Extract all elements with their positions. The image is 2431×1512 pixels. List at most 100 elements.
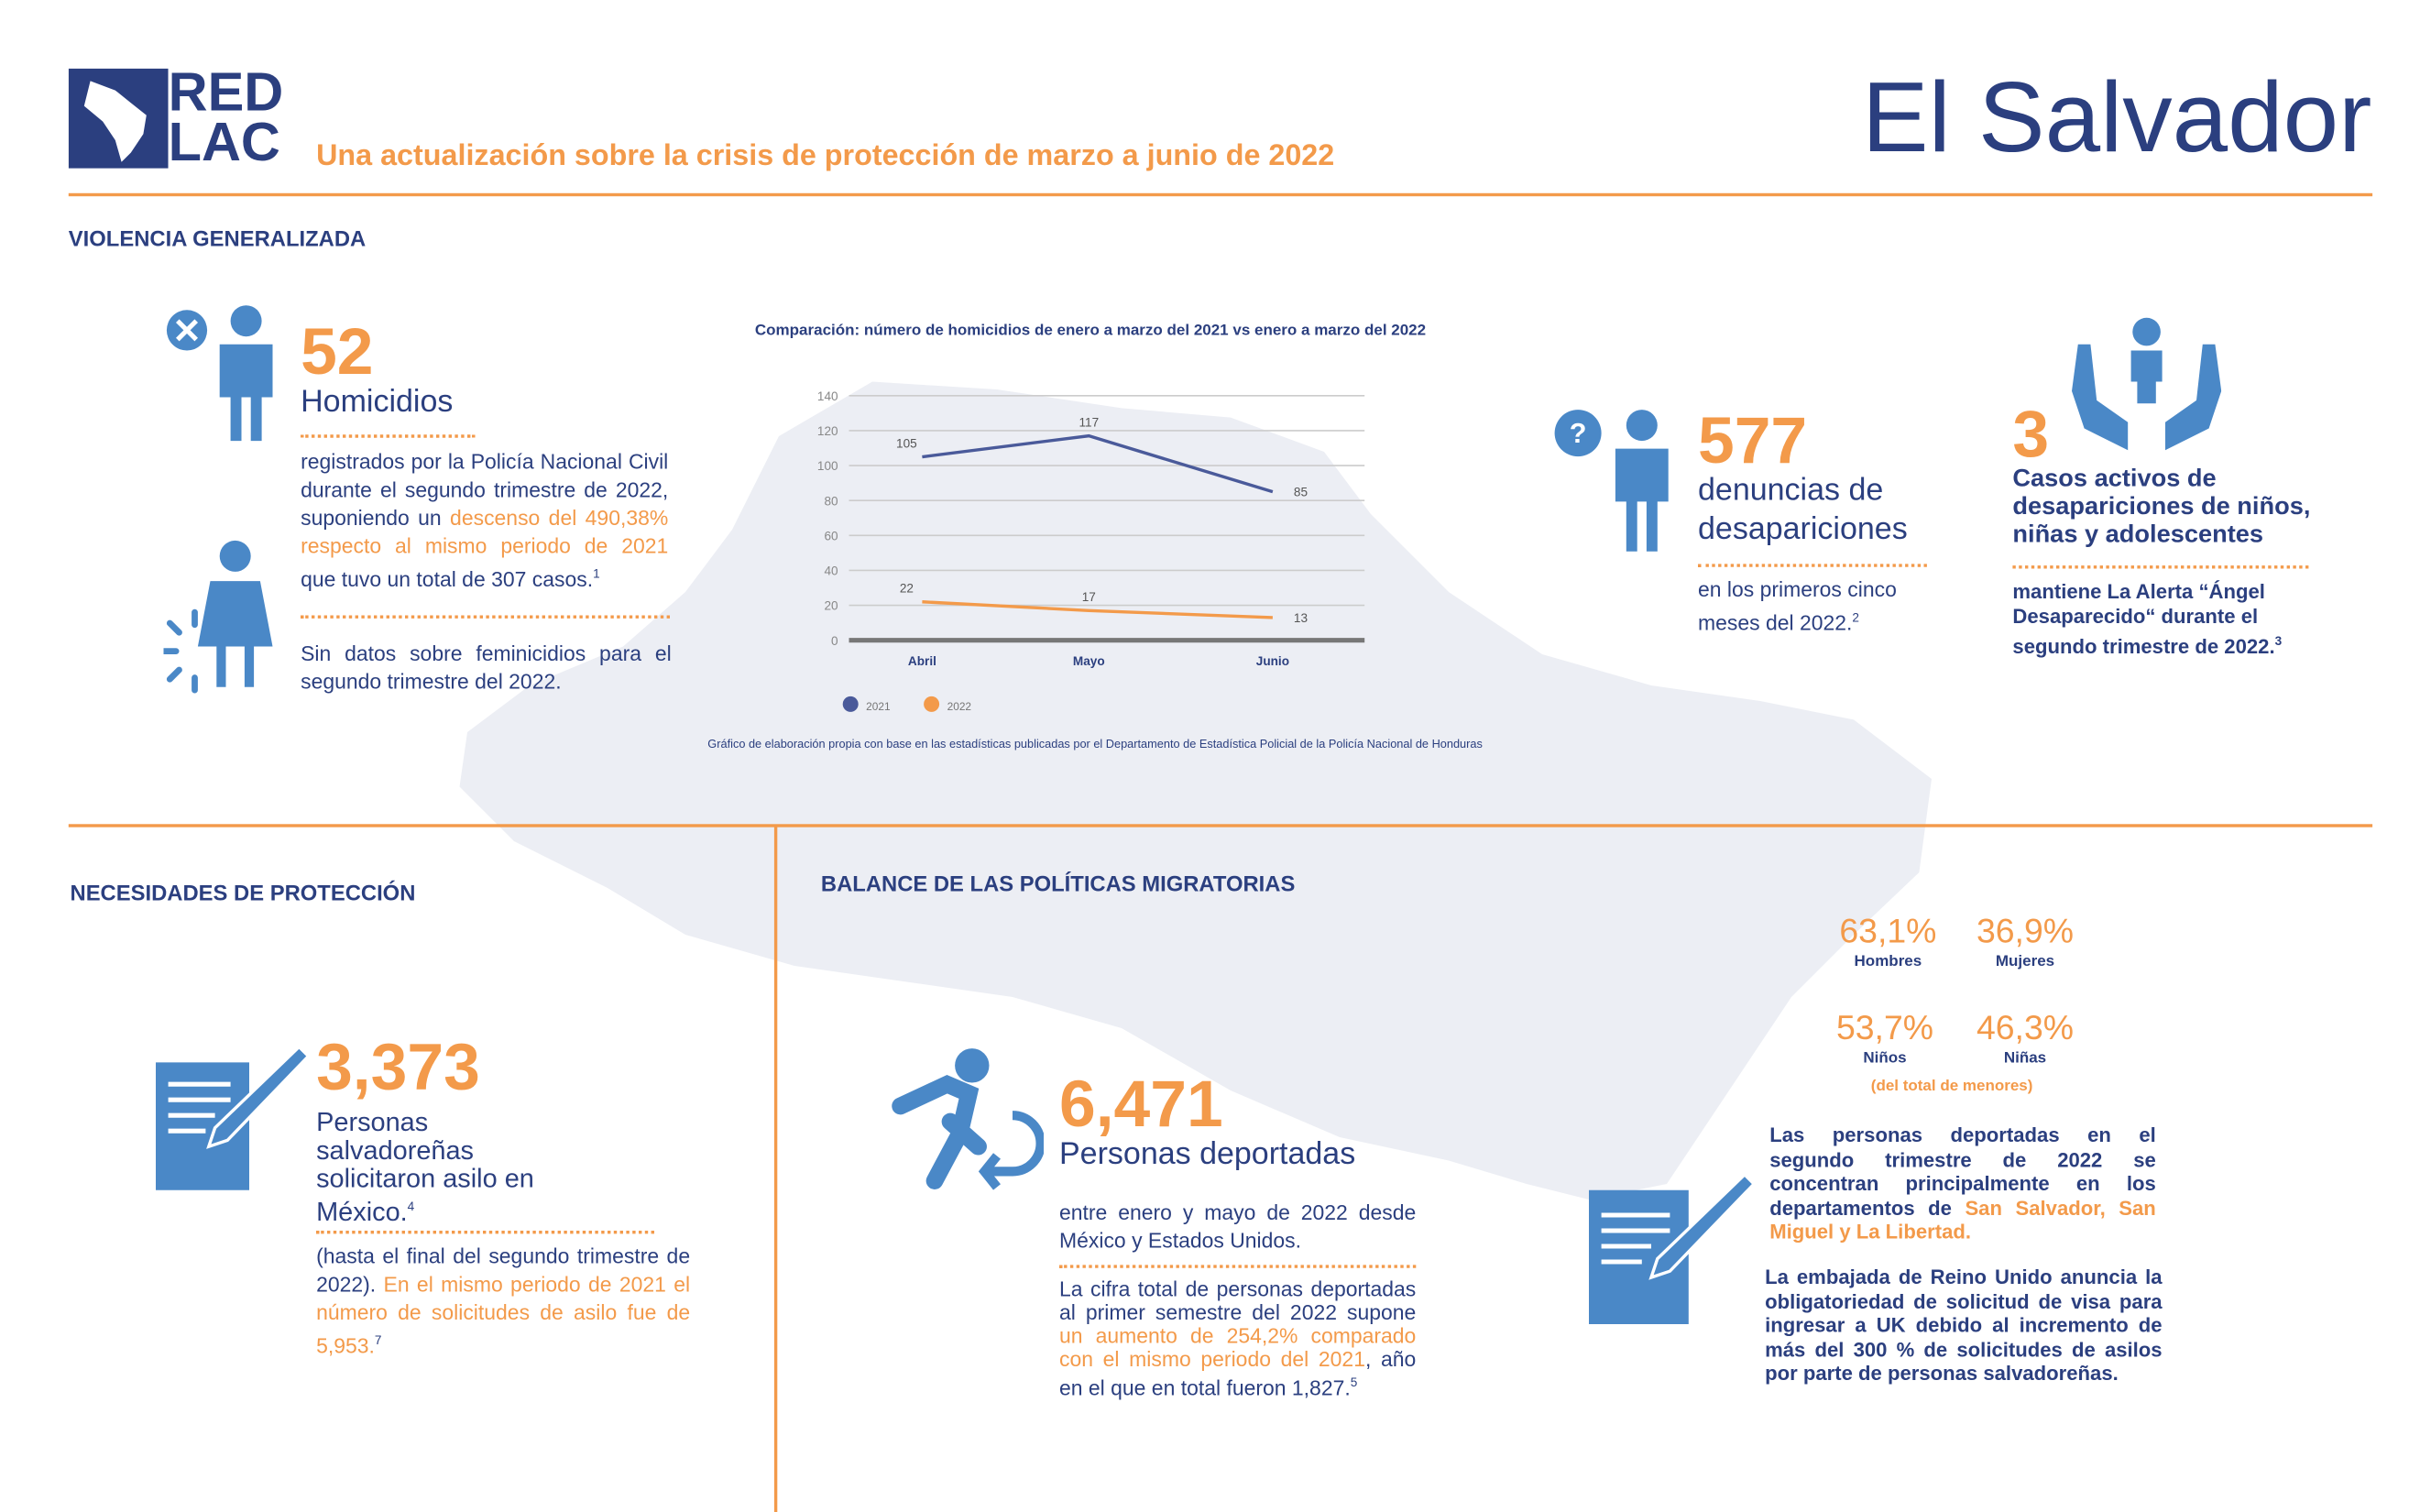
stat: 53,7% Niños	[1807, 1007, 1963, 1068]
document-icon	[156, 1045, 309, 1190]
body	[219, 344, 273, 442]
stat-label: Homicidios	[301, 384, 454, 420]
chart: Comparación: número de homicidios de ene…	[707, 322, 1483, 751]
footnote: 3	[2274, 633, 2283, 649]
stat-value: 63,1%	[1839, 911, 1937, 950]
head	[219, 540, 251, 572]
y-tick-label: 80	[824, 494, 838, 508]
stat-value: 53,7%	[1835, 1007, 1934, 1047]
paragraph: La cifra total de personas deportadas al…	[1059, 1277, 1416, 1399]
hands	[2072, 344, 2222, 451]
text-run: En el mismo periodo de 2021 el número de…	[316, 1272, 691, 1358]
stat-label: Personas salvadoreñas solicitaron asilo …	[316, 1109, 581, 1227]
text-run: que tuvo un total de 307 casos.	[301, 567, 594, 592]
dotted-rule	[316, 1231, 654, 1234]
legend-swatch	[924, 696, 940, 712]
x-tick-label: Abril	[908, 654, 936, 668]
y-tick-label: 100	[817, 459, 838, 473]
text-run: Las personas deportadas en el segundo tr…	[1769, 1123, 2156, 1220]
burst	[163, 608, 198, 694]
stat: 36,9% Mujeres	[1947, 911, 2103, 971]
doc	[156, 1062, 249, 1190]
stat-value: 36,9%	[1976, 911, 2075, 950]
dotted-rule	[1698, 564, 1927, 567]
burst-lines	[163, 608, 198, 694]
subtitle: Una actualización sobre la crisis de pro…	[316, 140, 1335, 173]
text-run: Personas salvadoreñas solicitaron asilo …	[316, 1107, 534, 1228]
logo-continent	[83, 81, 147, 162]
body	[197, 581, 273, 687]
hands-icon	[2072, 317, 2222, 451]
data-label: 13	[1294, 611, 1308, 625]
stat: 46,3% Niñas	[1947, 1009, 2103, 1068]
dotted-rule	[2012, 565, 2309, 569]
pen	[206, 1045, 309, 1149]
data-label: 117	[1079, 415, 1099, 429]
doc-lines	[1601, 1212, 1670, 1265]
stat-number: 3	[2012, 397, 2050, 471]
dotted-rule	[301, 615, 670, 619]
legend-swatch	[842, 696, 859, 712]
x-tick-label: Mayo	[1073, 654, 1105, 668]
child-head	[2132, 317, 2161, 346]
x-mark	[175, 319, 199, 342]
logo-red: RED	[168, 62, 284, 124]
deported-icon	[892, 1048, 1044, 1190]
text-run: , año en el que en total fueron 1,827.	[1059, 1347, 1417, 1400]
data-label: 85	[1294, 486, 1308, 499]
text-run: (hasta el final del segundo trimestre de…	[316, 1244, 691, 1297]
stat-label: Personas deportadas	[1059, 1137, 1356, 1172]
stat-number: 6,471	[1059, 1067, 1223, 1141]
question-badge	[1554, 410, 1602, 457]
footnote: 4	[407, 1200, 415, 1214]
logo-text: RED LAC	[168, 62, 284, 173]
stat-label: Niñas	[2003, 1049, 2047, 1068]
stat-number: 3,373	[316, 1029, 480, 1103]
dotted-rule	[1059, 1265, 1417, 1268]
body	[1615, 448, 1669, 552]
footnote: 7	[374, 1333, 382, 1348]
head	[955, 1048, 990, 1083]
data-label: 17	[1082, 590, 1096, 604]
footnote: 1	[593, 566, 600, 582]
person-icons	[163, 305, 273, 694]
legend-label: 2021	[866, 700, 891, 713]
stat-label: Niños	[1863, 1049, 1907, 1068]
text-run: mantiene La Alerta “Ángel Desaparecido“ …	[2012, 579, 2275, 658]
logo-lac: LAC	[168, 112, 280, 173]
runner	[892, 1074, 987, 1189]
paragraph: mantiene La Alerta “Ángel Desaparecido“ …	[2012, 579, 2301, 659]
y-tick-label: 140	[817, 389, 838, 403]
data-label: 105	[896, 436, 917, 450]
chart-title: Comparación: número de homicidios de ene…	[755, 322, 1426, 339]
stat: 63,1% Hombres	[1810, 911, 1966, 970]
text-run: registrados por la Policía Nacional Civi…	[301, 450, 669, 530]
section-heading: BALANCE DE LAS POLÍTICAS MIGRATORIAS	[820, 871, 1296, 896]
paragraph: registrados por la Policía Nacional Civi…	[301, 449, 668, 595]
map-shape	[459, 381, 1932, 1200]
chart-note: Gráfico de elaboración propia con base e…	[707, 737, 1483, 751]
legend-label: 2022	[947, 700, 972, 713]
stat-number: 577	[1698, 403, 1808, 477]
paragraph: La embajada de Reino Unido anuncia la ob…	[1765, 1265, 2163, 1386]
divider	[68, 824, 2373, 827]
section-heading: NECESIDADES DE PROTECCIÓN	[70, 880, 416, 905]
document-icon	[1589, 1172, 1757, 1324]
line-series	[922, 433, 1274, 494]
stats-note: (del total de menores)	[1870, 1078, 2033, 1096]
head	[230, 305, 262, 337]
stat-label: Mujeres	[1995, 953, 2055, 971]
doc-lines	[168, 1081, 231, 1134]
section-heading: VIOLENCIA GENERALIZADA	[68, 225, 367, 251]
question-mark: ?	[1570, 418, 1587, 449]
y-tick-label: 40	[824, 564, 838, 578]
y-tick-label: 120	[817, 424, 838, 438]
person-question-icon: ?	[1554, 410, 1669, 552]
y-tick-label: 60	[824, 529, 838, 542]
head	[1626, 410, 1658, 442]
stat-label: Casos activos de desapariciones de niños…	[2012, 466, 2311, 549]
country-title: El Salvador	[1862, 60, 2372, 173]
